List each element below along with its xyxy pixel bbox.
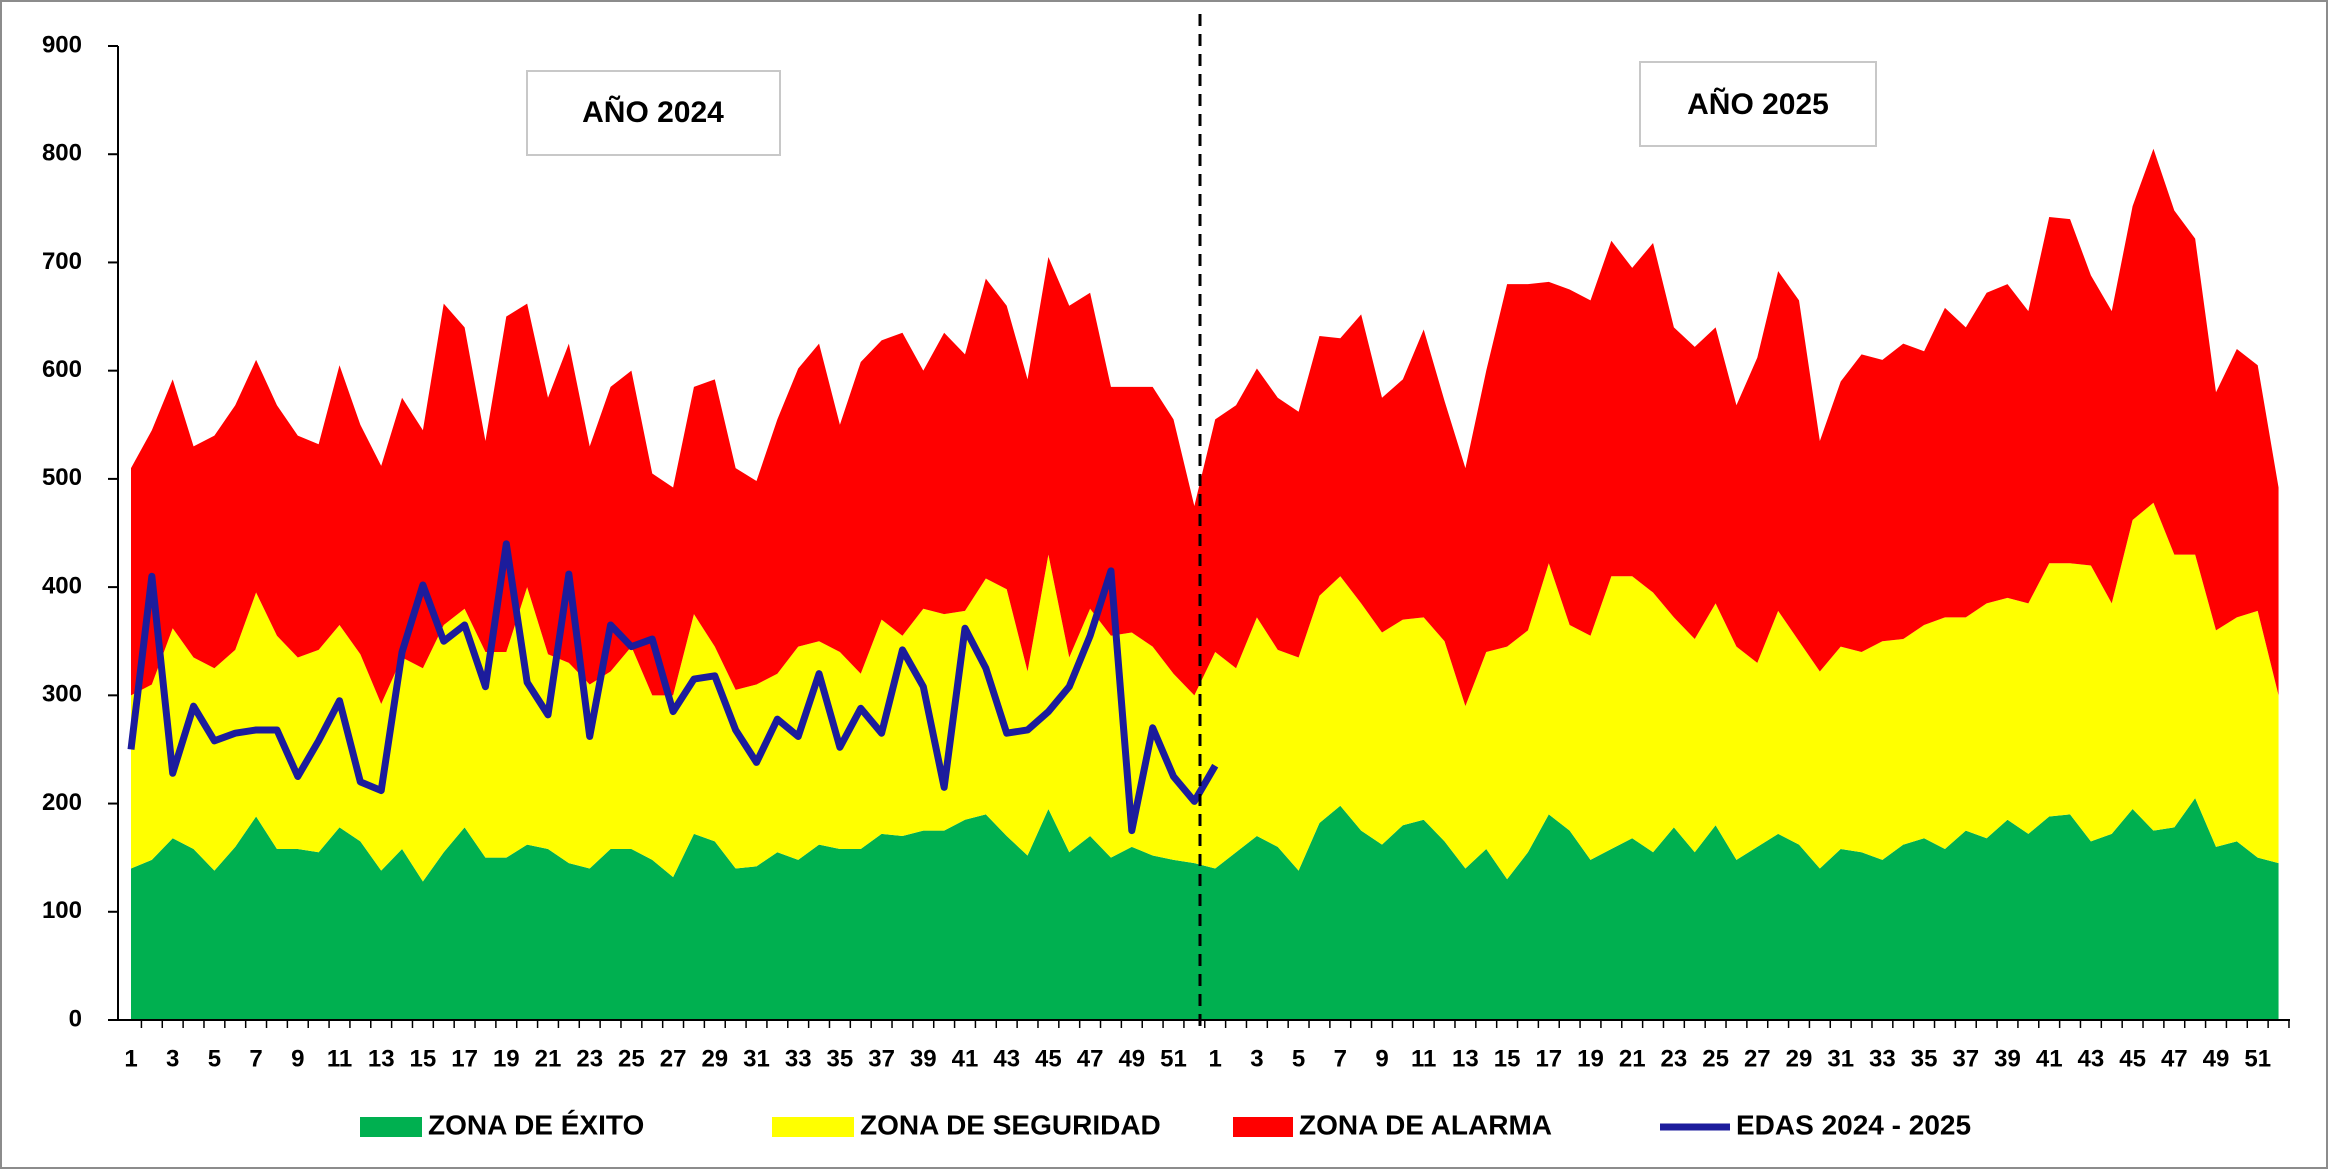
x-tick-label: 37 xyxy=(1952,1045,1979,1072)
x-tick-label: 7 xyxy=(1334,1045,1347,1072)
x-tick-label: 17 xyxy=(1535,1045,1562,1072)
y-tick-label: 400 xyxy=(42,572,82,599)
x-tick-label: 37 xyxy=(868,1045,895,1072)
x-tick-label: 33 xyxy=(785,1045,812,1072)
legend-label: ZONA DE ÉXITO xyxy=(428,1109,644,1140)
x-tick-label: 31 xyxy=(743,1045,770,1072)
line xyxy=(127,540,1219,835)
x-tick-label: 27 xyxy=(1744,1045,1771,1072)
x-tick-label: 3 xyxy=(166,1045,179,1072)
x-tick-label: 11 xyxy=(327,1045,352,1072)
x-tick-label: 33 xyxy=(1869,1045,1896,1072)
x-tick-label: 13 xyxy=(368,1045,395,1072)
x-tick-label: 51 xyxy=(1160,1045,1187,1072)
x-tick-label: 19 xyxy=(1577,1045,1604,1072)
x-tick-label: 31 xyxy=(1827,1045,1854,1072)
area xyxy=(131,798,2279,1020)
y-tick-label: 300 xyxy=(42,681,82,708)
legend-label: EDAS 2024 - 2025 xyxy=(1736,1109,1971,1140)
x-tick-label: 29 xyxy=(701,1045,728,1072)
x-tick-label: 11 xyxy=(1411,1045,1436,1072)
legend: ZONA DE ÉXITO ZONA DE SEGURIDAD ZONA DE AL… xyxy=(360,1109,1971,1140)
x-tick-label: 27 xyxy=(660,1045,687,1072)
x-tick-label: 49 xyxy=(2203,1045,2230,1072)
legend-swatch xyxy=(772,1117,854,1137)
x-tick-label: 51 xyxy=(2244,1045,2271,1072)
x-tick-label: 9 xyxy=(291,1045,304,1072)
y-tick-label: 600 xyxy=(42,356,82,383)
x-tick-label: 47 xyxy=(2161,1045,2188,1072)
legend-label: ZONA DE ALARMA xyxy=(1299,1109,1552,1140)
y-tick-label: 0 xyxy=(69,1005,82,1032)
x-tick-label: 41 xyxy=(2036,1045,2063,1072)
x-tick-label: 21 xyxy=(1619,1045,1646,1072)
x-tick-label: 25 xyxy=(618,1045,645,1072)
x-tick-label: 29 xyxy=(1786,1045,1813,1072)
x-tick-label: 1 xyxy=(124,1045,137,1072)
y-tick-label: 100 xyxy=(42,897,82,924)
x-tick-label: 1 xyxy=(1209,1045,1222,1072)
y-tick-label: 700 xyxy=(42,248,82,275)
x-tick-label: 43 xyxy=(993,1045,1020,1072)
x-tick-label: 23 xyxy=(1661,1045,1688,1072)
x-tick-label: 43 xyxy=(2078,1045,2105,1072)
y-tick-label: 800 xyxy=(42,140,82,167)
y-tick-label: 900 xyxy=(42,31,82,58)
x-tick-label: 5 xyxy=(208,1045,221,1072)
x-tick-label: 49 xyxy=(1118,1045,1145,1072)
legend-swatch xyxy=(1233,1117,1293,1137)
x-tick-label: 35 xyxy=(827,1045,854,1072)
x-tick-label: 15 xyxy=(1494,1045,1521,1072)
annotation-box xyxy=(1639,61,1877,147)
x-tick-label: 23 xyxy=(576,1045,603,1072)
area xyxy=(131,502,2279,882)
legend-swatch xyxy=(360,1117,422,1137)
x-tick-label: 17 xyxy=(451,1045,478,1072)
x-tick-label: 7 xyxy=(249,1045,262,1072)
x-tick-label: 41 xyxy=(952,1045,979,1072)
x-tick-label: 13 xyxy=(1452,1045,1479,1072)
x-tick-label: 39 xyxy=(910,1045,937,1072)
x-tick-label: 25 xyxy=(1702,1045,1729,1072)
y-tick-label: 200 xyxy=(42,789,82,816)
x-tick-label: 21 xyxy=(535,1045,562,1072)
x-tick-label: 45 xyxy=(2119,1045,2146,1072)
annotation: AÑO 2025 xyxy=(1687,87,1829,121)
area xyxy=(131,148,2279,707)
x-tick-label: 9 xyxy=(1375,1045,1388,1072)
legend-label: ZONA DE SEGURIDAD xyxy=(860,1109,1161,1140)
x-tick-label: 35 xyxy=(1911,1045,1938,1072)
x-tick-label: 39 xyxy=(1994,1045,2021,1072)
x-tick-label: 45 xyxy=(1035,1045,1062,1072)
plot-areas xyxy=(127,148,2279,1020)
x-tick-label: 15 xyxy=(410,1045,437,1072)
y-tick-label: 500 xyxy=(42,464,82,491)
x-tick-label: 19 xyxy=(493,1045,520,1072)
annotation: AÑO 2024 xyxy=(582,95,724,129)
annotation-box xyxy=(526,70,781,156)
x-tick-label: 47 xyxy=(1077,1045,1104,1072)
x-tick-label: 5 xyxy=(1292,1045,1305,1072)
x-tick-label: 3 xyxy=(1250,1045,1263,1072)
